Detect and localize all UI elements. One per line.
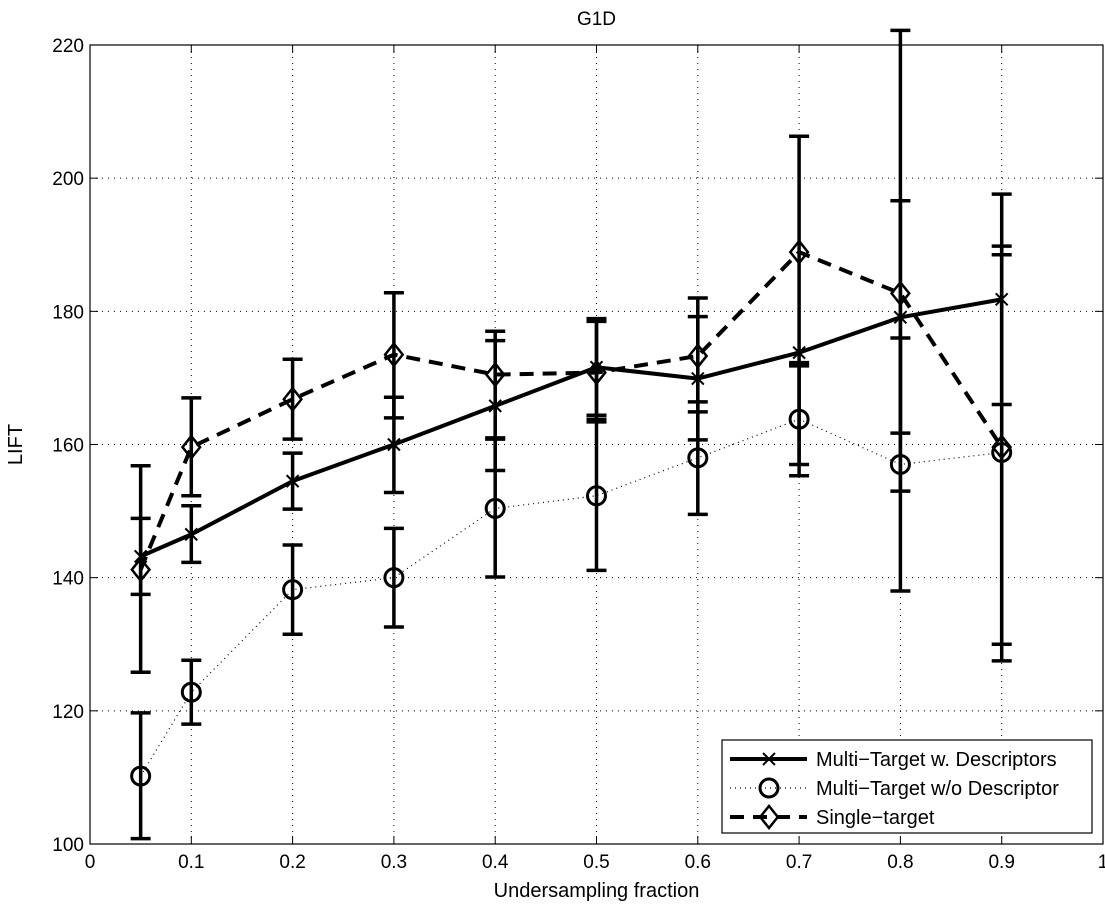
data-point — [687, 447, 709, 469]
data-point — [130, 556, 152, 583]
marker-shape — [130, 765, 152, 787]
x-tick-label: 0.5 — [583, 852, 609, 873]
marker-shape — [991, 434, 1013, 461]
legend: Multi−Target w. Descriptors Multi−Target … — [721, 739, 1093, 834]
marker-shape — [180, 681, 202, 703]
data-point — [484, 361, 506, 388]
data-point — [586, 485, 607, 507]
error-bar — [991, 192, 1012, 646]
y-tick-label: 140 — [52, 569, 84, 590]
x-axis-label: Undersampling fraction — [494, 880, 700, 902]
marker-shape — [687, 342, 709, 369]
data-point — [586, 359, 607, 386]
grid-lines — [90, 45, 1103, 844]
error-bar — [586, 420, 607, 573]
y-tick-label: 100 — [52, 835, 84, 856]
error-bar — [181, 396, 202, 498]
error-bar — [586, 319, 607, 421]
legend-label: Multi−Target w/o Descriptor — [816, 778, 1059, 800]
error-bar — [383, 526, 404, 629]
x-tick-label: 1 — [1098, 852, 1105, 873]
x-tick-label: 0.9 — [988, 852, 1014, 873]
y-tick-label: 220 — [52, 36, 84, 57]
marker-shape — [586, 485, 607, 507]
data-point — [130, 765, 152, 787]
x-tick-label: 0 — [85, 852, 96, 873]
legend-label: Multi−Target w. Descriptors — [816, 749, 1057, 771]
error-bar — [485, 437, 506, 579]
error-bar — [181, 658, 202, 726]
data-point — [788, 239, 810, 266]
series-line — [138, 250, 1004, 571]
marker-shape — [180, 434, 202, 461]
axis-ticks: 0 0.1 0.2 0.3 0.4 0.5 0.6 0.7 0.8 0.9 1 100 120 140 16… — [52, 36, 1105, 873]
legend-entry: Single−target — [730, 803, 935, 831]
marker-shape — [586, 359, 607, 386]
data-point — [889, 280, 911, 307]
marker-shape — [383, 567, 405, 589]
y-tick-label: 160 — [52, 436, 84, 457]
marker-stroke — [387, 437, 401, 452]
y-tick-label: 180 — [52, 302, 84, 323]
data-point — [184, 527, 199, 542]
data-point — [282, 386, 304, 413]
data-point — [991, 434, 1013, 461]
marker-shape — [282, 579, 304, 601]
data-point — [383, 341, 405, 368]
legend-marker — [758, 777, 780, 799]
plot-frame — [89, 44, 1104, 845]
y-tick-label: 120 — [52, 702, 84, 723]
series-line — [140, 418, 1002, 777]
error-bar — [687, 296, 708, 414]
marker-shape — [788, 239, 810, 266]
series-1 — [130, 199, 1012, 597]
error-bar — [890, 28, 911, 593]
data-point — [180, 681, 202, 703]
marker-shape — [282, 386, 304, 413]
marker-stroke — [285, 474, 300, 488]
error-bar — [687, 400, 708, 517]
data-point — [687, 342, 709, 369]
data-point — [387, 437, 401, 452]
legend-label: Single−target — [816, 807, 935, 829]
marker-shape — [484, 497, 506, 519]
legend-entry: Multi−Target w/o Descriptor — [730, 777, 1059, 800]
data-point — [484, 497, 506, 519]
marker-shape — [383, 341, 405, 368]
y-tick-label: 200 — [52, 169, 84, 190]
series-line — [139, 297, 1003, 559]
data-point — [285, 474, 300, 488]
x-tick-label: 0.4 — [482, 852, 509, 873]
legend-marker — [762, 752, 776, 766]
marker-shape — [788, 408, 810, 430]
marker-shape — [758, 803, 780, 831]
marker-stroke — [184, 527, 199, 542]
x-tick-label: 0.6 — [685, 852, 711, 873]
x-tick-label: 0.1 — [178, 852, 204, 873]
data-point — [180, 434, 202, 461]
error-bar — [282, 543, 303, 637]
y-axis-label: LIFT — [5, 424, 27, 465]
marker-shape — [687, 447, 709, 469]
data-point — [788, 408, 810, 430]
legend-entry: Multi−Target w. Descriptors — [730, 749, 1057, 771]
series-layer — [130, 28, 1013, 841]
x-tick-label: 0.3 — [381, 852, 407, 873]
data-point — [383, 567, 405, 589]
x-tick-label: 0.7 — [786, 852, 812, 873]
marker-shape — [889, 280, 911, 307]
data-point — [282, 579, 304, 601]
series-3 — [130, 28, 1013, 674]
chart-title: G1D — [577, 9, 616, 30]
x-tick-label: 0.2 — [279, 852, 305, 873]
x-tick-label: 0.8 — [887, 852, 913, 873]
marker-shape — [484, 361, 506, 388]
error-bar — [282, 357, 303, 441]
legend-marker — [758, 803, 780, 831]
marker-shape — [130, 556, 152, 583]
marker-stroke — [762, 752, 776, 766]
marker-shape — [758, 777, 780, 799]
